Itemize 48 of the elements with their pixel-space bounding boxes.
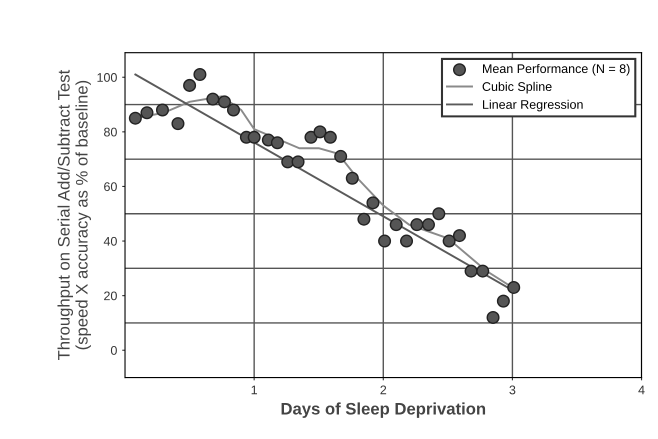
point (357, 212, 370, 226)
y-axis-title: Throughput on Serial Add/Subtract Test (speed X accuracy as % of baseline) (57, 70, 91, 360)
point (140, 106, 154, 120)
point (464, 264, 478, 278)
point (128, 112, 142, 125)
point (442, 234, 456, 248)
y-tick-label: 20 (104, 291, 117, 300)
x-tick-label: 4 (638, 386, 645, 394)
point (314, 125, 327, 138)
x-axis-title: Days of Sleep Deprivation (282, 402, 486, 418)
legend-label: Cubic Spline (482, 82, 552, 94)
point (156, 104, 169, 117)
y-tick-label: 60 (104, 182, 117, 192)
point (346, 172, 359, 185)
x-tick-label: 1 (252, 386, 258, 394)
point (390, 218, 403, 232)
point (304, 130, 318, 144)
legend-label: Mean Performance (N = 8) (483, 64, 630, 76)
point (366, 196, 380, 210)
point (422, 218, 435, 232)
point (486, 310, 500, 324)
y-tick-label: 80 (104, 128, 117, 136)
x-tick-label: 2 (380, 386, 386, 394)
point (218, 95, 231, 108)
point (270, 136, 284, 150)
y-tick-label: 40 (104, 236, 117, 246)
point (452, 229, 466, 242)
point (183, 78, 196, 92)
legend-label: Linear Regression (483, 100, 583, 112)
point (292, 155, 305, 168)
point (324, 130, 337, 144)
point (476, 264, 490, 278)
point (410, 218, 424, 232)
point (193, 68, 206, 82)
point (507, 280, 520, 294)
point (496, 294, 510, 308)
point (226, 104, 240, 117)
point (281, 155, 294, 168)
y-tick-label: 100 (97, 73, 117, 82)
point (378, 234, 392, 248)
point (206, 92, 220, 106)
point (334, 150, 348, 163)
point (171, 117, 184, 130)
y-tick-label: 0 (110, 346, 117, 355)
point (400, 234, 414, 248)
point (248, 130, 261, 144)
x-tick-label: 3 (509, 386, 516, 394)
point (432, 207, 446, 220)
